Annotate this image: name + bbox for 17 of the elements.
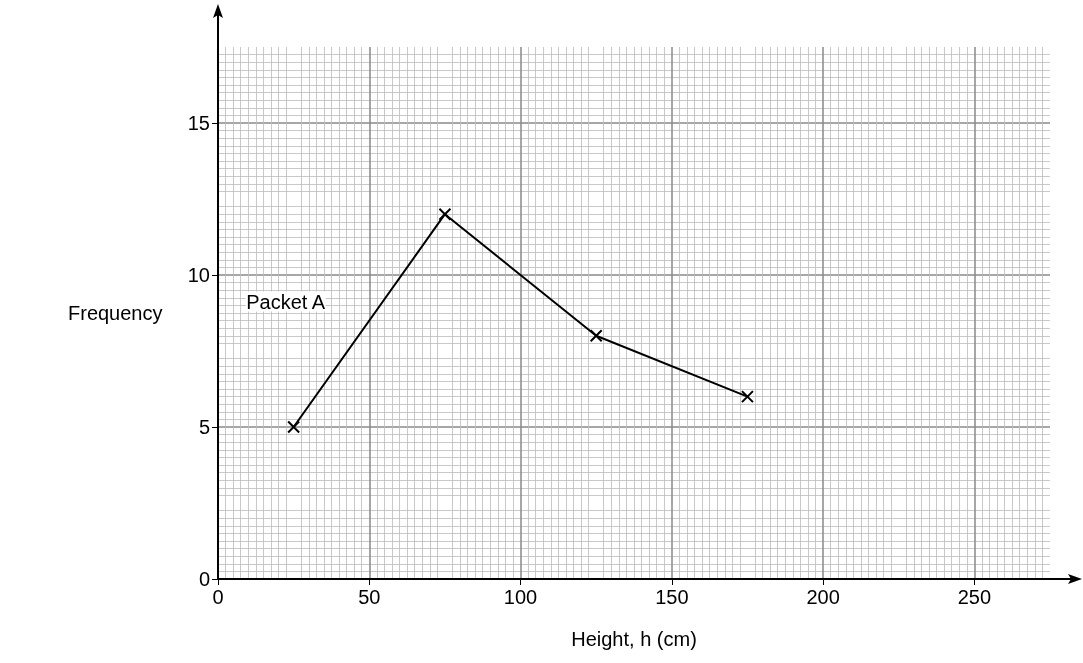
x-tick-label: 250 xyxy=(957,586,992,608)
y-tick-label: 10 xyxy=(187,264,210,286)
x-tick-label: 100 xyxy=(503,586,538,608)
text: Packet A xyxy=(246,290,326,313)
point xyxy=(589,329,603,343)
point xyxy=(740,390,754,404)
y-tick-label: 0 xyxy=(198,568,210,590)
y-tick-label: 15 xyxy=(187,112,210,134)
x-tick-label: 150 xyxy=(655,586,689,608)
point xyxy=(438,207,452,221)
x-tick-label: 50 xyxy=(358,586,381,608)
y-tick-label: 5 xyxy=(198,416,210,438)
y-axis-title: Frequency xyxy=(68,302,163,324)
point xyxy=(287,420,301,434)
x-axis-title: Height, h (cm) xyxy=(571,628,697,650)
x-tick-label: 0 xyxy=(212,586,224,608)
x-tick-label: 200 xyxy=(806,586,840,608)
